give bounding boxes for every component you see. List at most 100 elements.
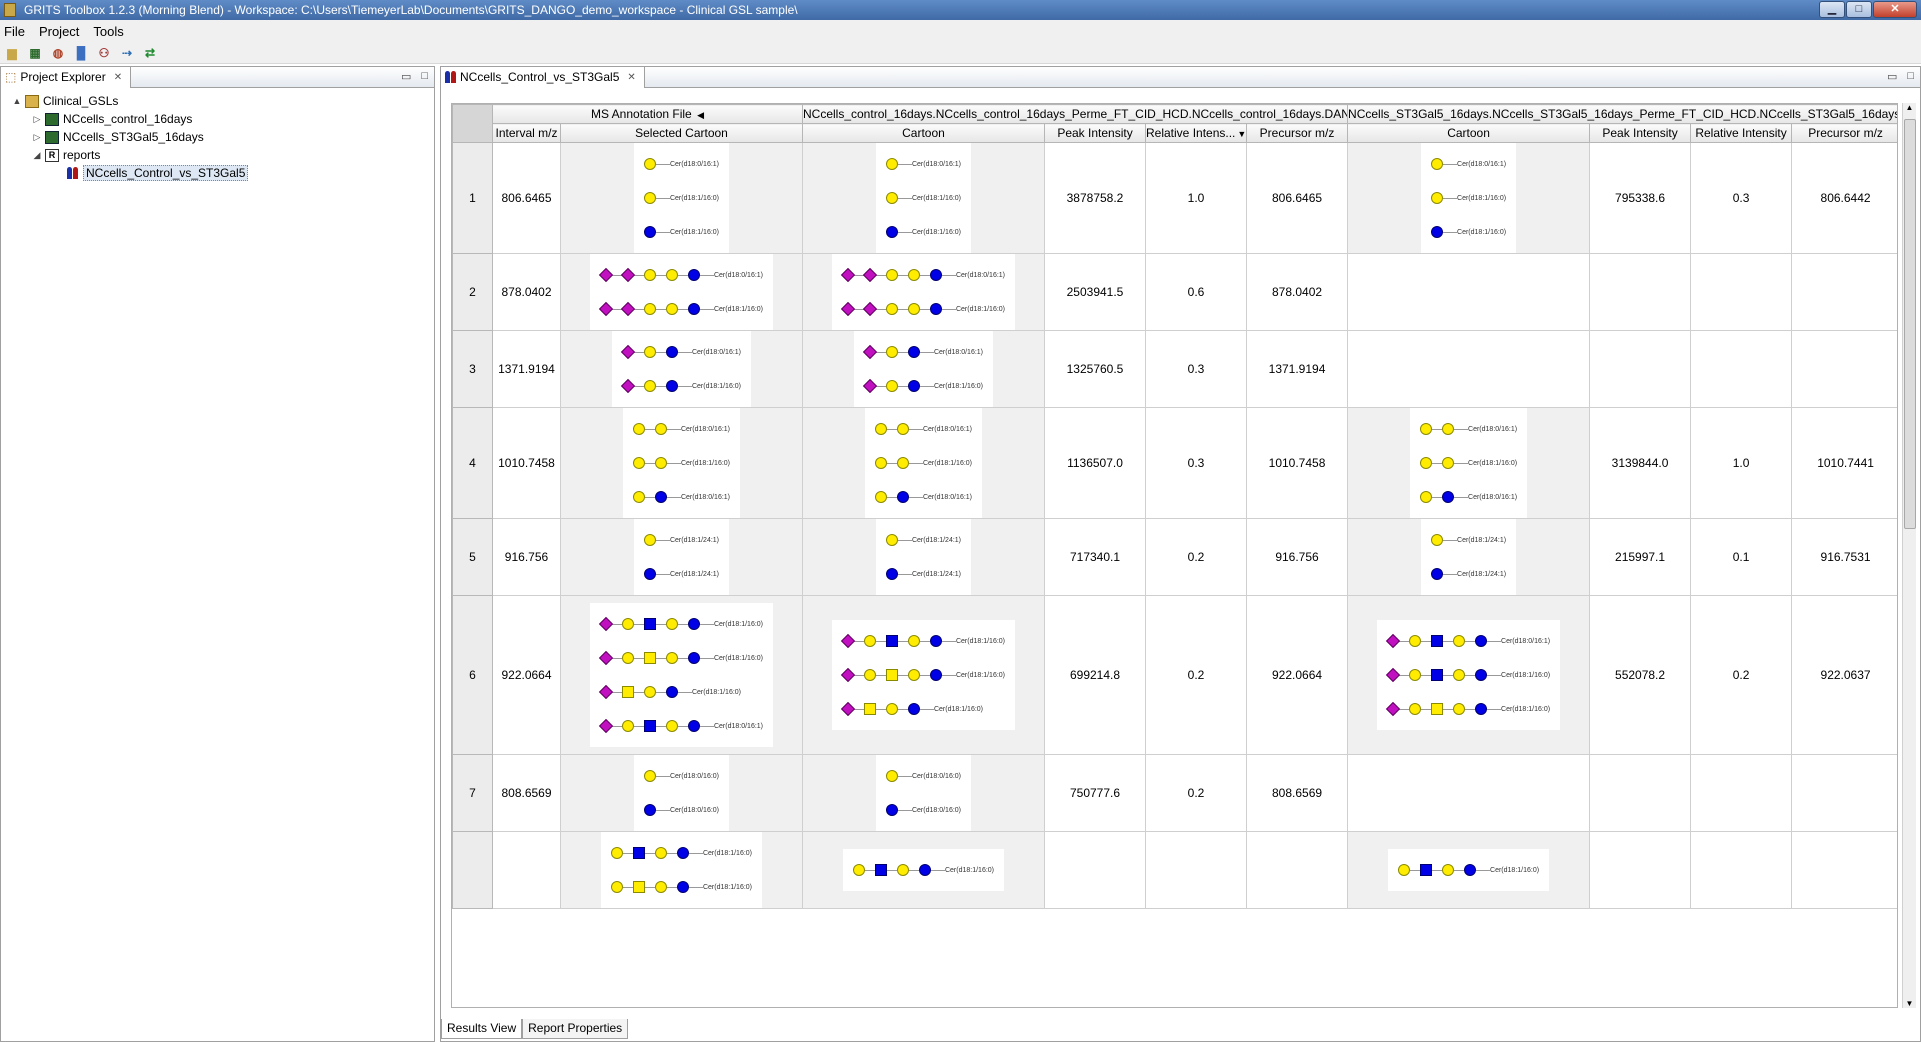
ceramide-label: Cer(d18:1/16:0) — [669, 194, 720, 202]
table-row[interactable]: 3 1371.9194 Cer(d18:0/16:1) Cer(d18:1/16:0)… — [452, 330, 1897, 408]
col-peak-intensity-1[interactable]: Peak Intensity — [1044, 123, 1146, 143]
dataset-icon — [45, 112, 59, 126]
col-cartoon-1[interactable]: Cartoon — [802, 123, 1045, 143]
cell-peak-intensity-1: 3878758.2 — [1044, 142, 1146, 254]
people-icon[interactable]: ⚇ — [98, 45, 110, 60]
cell-selected-cartoon: Cer(d18:1/24:1) Cer(d18:1/24:1) — [560, 518, 803, 596]
menu-bar: File Project Tools — [0, 20, 1921, 42]
table-row[interactable]: 5 916.756 Cer(d18:1/24:1) Cer(d18:1/24:1) Ce… — [452, 518, 1897, 596]
expand-toggle-icon[interactable]: ▷ — [33, 113, 41, 124]
ceramide-label: Cer(d18:0/16:0) — [669, 806, 720, 814]
cell-peak-intensity-1 — [1044, 831, 1146, 909]
cell-relative-intensity-1: 0.3 — [1145, 330, 1247, 408]
cell-peak-intensity-1: 1325760.5 — [1044, 330, 1146, 408]
chart-icon[interactable]: ▐▌ — [72, 45, 90, 60]
table-row[interactable]: 7 808.6569 Cer(d18:0/16:0) Cer(d18:0/16:0) C… — [452, 754, 1897, 832]
col-interval-mz[interactable]: Interval m/z — [492, 123, 561, 143]
tree-node-comparison[interactable]: NCcells_Control_vs_ST3Gal5 — [1, 164, 434, 182]
comparison-icon — [445, 71, 456, 83]
ceramide-label: Cer(d18:0/16:0) — [911, 772, 962, 780]
cell-precursor-mz-2: 916.7531 — [1791, 518, 1897, 596]
expand-toggle-icon[interactable]: ◢ — [33, 149, 41, 160]
glycan-structure: Cer(d18:1/16:0) — [885, 215, 961, 249]
compare-icon[interactable]: ⇄ — [144, 45, 156, 60]
glycan-cartoon: Cer(d18:0/16:1) Cer(d18:1/16:0) — [589, 254, 774, 330]
ceramide-label: Cer(d18:0/16:1) — [680, 493, 731, 501]
table-row[interactable]: 2 878.0402 Cer(d18:0/16:1) Cer(d18:1/16:0) C… — [452, 253, 1897, 331]
col-relative-intensity-2[interactable]: Relative Intensity — [1690, 123, 1793, 143]
cell-cartoon-1: Cer(d18:0/16:0) Cer(d18:0/16:0) — [802, 754, 1045, 832]
ceramide-label: Cer(d18:1/16:0) — [933, 705, 984, 713]
cell-selected-cartoon: Cer(d18:0/16:1) Cer(d18:1/16:0) — [560, 253, 803, 331]
close-icon[interactable]: ✕ — [113, 71, 123, 83]
glycan-structure: Cer(d18:1/16:0) — [1431, 215, 1506, 249]
ceramide-label: Cer(d18:1/16:0) — [702, 883, 753, 891]
col-precursor-mz-1[interactable]: Precursor m/z — [1245, 123, 1349, 143]
minimize-view-icon[interactable]: ▭ — [400, 71, 412, 83]
close-icon[interactable]: ✕ — [627, 71, 636, 83]
col-precursor-mz-2[interactable]: Precursor m/z — [1791, 123, 1897, 143]
glycan-structure: Cer(d18:1/16:0) — [852, 853, 994, 887]
glycan-structure: Cer(d18:1/16:0) — [885, 181, 961, 215]
project-explorer-tab[interactable]: ⬚ Project Explorer ✕ — [1, 66, 132, 88]
ceramide-label: Cer(d18:1/16:0) — [1501, 671, 1551, 679]
glycan-structure: Cer(d18:1/16:0) — [1398, 853, 1539, 887]
glycan-cartoon: Cer(d18:0/16:1) Cer(d18:1/16:0) Cer(d18:1/… — [1377, 620, 1561, 730]
group-header-control[interactable]: NCcells_control_16days.NCcells_control_1… — [801, 104, 1349, 124]
col-relative-intensity-1[interactable]: Relative Intens... ▼ — [1145, 123, 1247, 143]
ceramide-label: Cer(d18:0/16:1) — [691, 348, 742, 356]
cell-precursor-mz-1: 878.0402 — [1245, 253, 1349, 331]
cell-interval-mz — [492, 831, 561, 909]
editor-tab-comparison[interactable]: NCcells_Control_vs_ST3Gal5 ✕ — [441, 66, 645, 88]
cell-peak-intensity-1: 1136507.0 — [1044, 407, 1146, 519]
ceramide-label: Cer(d18:1/24:1) — [1457, 536, 1507, 544]
minimize-view-icon[interactable]: ▭ — [1886, 71, 1898, 83]
minimize-button[interactable]: ▁ — [1819, 1, 1845, 18]
expand-toggle-icon[interactable]: ▷ — [33, 131, 41, 142]
new-project-icon[interactable]: ▆ — [7, 45, 17, 60]
menu-file[interactable]: File — [4, 23, 25, 39]
cell-interval-mz: 922.0664 — [492, 595, 561, 755]
col-peak-intensity-2[interactable]: Peak Intensity — [1589, 123, 1692, 143]
vertical-scrollbar[interactable]: ▲ ▼ — [1902, 103, 1916, 1008]
close-button[interactable]: ✕ — [1873, 1, 1917, 18]
glycan-structure: Cer(d18:1/16:0) — [1385, 692, 1550, 726]
tree-node-reports[interactable]: ◢ R reports — [1, 146, 434, 164]
group-header-ms[interactable]: MS Annotation File ◀ — [492, 104, 803, 124]
app-icon — [4, 3, 16, 17]
col-selected-cartoon[interactable]: Selected Cartoon — [560, 123, 803, 143]
scrollbar-thumb[interactable] — [1904, 119, 1916, 529]
table-row[interactable]: Cer(d18:1/16:0) Cer(d18:1/16:0) Cer(d18:1/… — [452, 831, 1897, 909]
glycan-structure: Cer(d18:1/16:0) — [598, 641, 764, 675]
ceramide-label: Cer(d18:1/16:0) — [713, 654, 764, 662]
menu-tools[interactable]: Tools — [93, 23, 124, 39]
open-dataset-icon[interactable]: ▦ — [29, 45, 41, 60]
col-cartoon-2[interactable]: Cartoon — [1347, 123, 1591, 143]
maximize-view-icon[interactable]: □ — [421, 70, 428, 82]
table-row[interactable]: 4 1010.7458 Cer(d18:0/16:1) Cer(d18:1/16:0)… — [452, 407, 1897, 519]
maximize-button[interactable]: □ — [1846, 1, 1872, 18]
table-row[interactable]: 6 922.0664 Cer(d18:1/16:0) Cer(d18:1/16:0) C… — [452, 595, 1897, 755]
cell-selected-cartoon: Cer(d18:0/16:1) Cer(d18:1/16:0) — [560, 330, 803, 408]
cell-precursor-mz-1: 808.6569 — [1245, 754, 1349, 832]
tree-node-st3gal5[interactable]: ▷ NCcells_ST3Gal5_16days — [1, 128, 434, 146]
table-row[interactable]: 1 806.6465 Cer(d18:0/16:1) Cer(d18:1/16:0) C… — [452, 142, 1897, 254]
tab-report-properties[interactable]: Report Properties — [522, 1019, 629, 1039]
ceramide-label: Cer(d18:1/16:0) — [1468, 459, 1518, 467]
cell-cartoon-2: Cer(d18:1/16:0) — [1347, 831, 1591, 909]
maximize-view-icon[interactable]: □ — [1907, 70, 1914, 82]
tree-node-clinical-gsls[interactable]: ▲ Clinical_GSLs — [12, 94, 119, 108]
row-number: 5 — [452, 518, 493, 596]
expand-toggle-icon[interactable]: ▲ — [12, 96, 22, 106]
group-header-st3gal5[interactable]: NCcells_ST3Gal5_16days.NCcells_ST3Gal5_1… — [1347, 104, 1897, 124]
glycan-cartoon: Cer(d18:1/16:0) — [1388, 849, 1550, 891]
merge-icon[interactable]: ⇢ — [121, 45, 133, 60]
cell-peak-intensity-1: 699214.8 — [1044, 595, 1146, 755]
tab-results-view[interactable]: Results View — [441, 1019, 523, 1039]
cell-selected-cartoon: Cer(d18:1/16:0) Cer(d18:1/16:0) Cer(d18:1/… — [560, 595, 803, 755]
ceramide-label: Cer(d18:0/16:1) — [911, 160, 962, 168]
tree-node-control[interactable]: ▷ NCcells_control_16days — [1, 110, 434, 128]
database-icon[interactable]: ◍ — [52, 45, 64, 60]
cell-relative-intensity-1: 0.2 — [1145, 754, 1247, 832]
menu-project[interactable]: Project — [38, 23, 80, 39]
